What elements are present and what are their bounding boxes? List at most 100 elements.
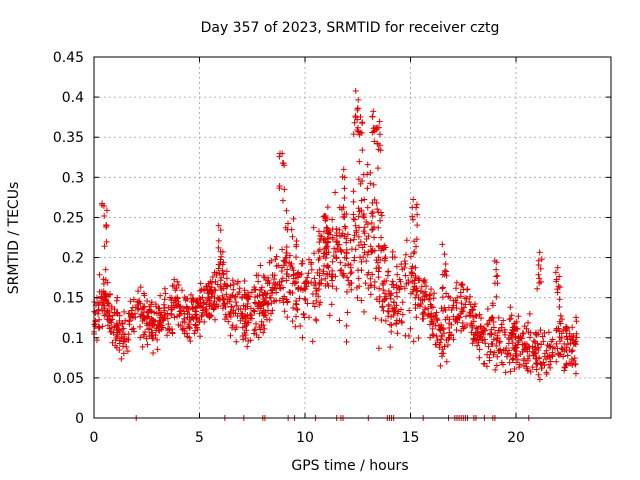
data-point: [298, 260, 305, 267]
data-point: [222, 303, 229, 310]
data-point: [487, 348, 494, 355]
data-point: [430, 295, 437, 302]
data-point: [233, 324, 240, 331]
data-point: [316, 246, 323, 253]
data-point: [343, 235, 350, 242]
data-point: [256, 310, 263, 317]
data-point: [543, 347, 550, 354]
data-point: [320, 268, 327, 275]
data-point: [238, 312, 245, 319]
data-point: [371, 278, 378, 285]
data-point: [421, 296, 428, 303]
y-tick-label: 0.3: [62, 170, 84, 186]
data-point: [358, 258, 365, 265]
data-point: [255, 272, 262, 279]
data-point: [414, 211, 421, 218]
axis-ticks: 0 5 10 15 20 0 0.05 0.1 0.15 0.2 0.25 0.3 0.35 0.4 0.4…: [53, 50, 611, 446]
data-point: [309, 338, 316, 345]
data-point: [216, 270, 223, 277]
data-point: [409, 263, 416, 270]
data-point: [220, 271, 227, 278]
data-point: [280, 160, 287, 167]
data-point: [211, 316, 218, 323]
data-point: [332, 273, 339, 280]
data-point: [292, 278, 299, 285]
data-point: [472, 330, 479, 337]
data-point: [257, 262, 264, 269]
data-point: [315, 293, 322, 300]
data-point: [453, 305, 460, 312]
data-point: [380, 282, 387, 289]
data-point: [329, 236, 336, 243]
data-point: [255, 278, 262, 285]
data-point: [514, 356, 521, 363]
data-point: [289, 318, 296, 325]
data-point: [314, 269, 321, 276]
data-point: [184, 333, 191, 340]
data-point: [426, 292, 433, 299]
data-point: [296, 272, 303, 279]
data-point: [146, 326, 153, 333]
data-point: [207, 313, 214, 320]
data-point: [462, 295, 469, 302]
data-point: [410, 338, 417, 345]
data-point: [325, 264, 332, 271]
data-point: [116, 327, 123, 334]
data-point: [214, 281, 221, 288]
data-point: [281, 186, 288, 193]
data-point: [127, 298, 134, 305]
data-point: [496, 339, 503, 346]
data-point: [373, 257, 380, 264]
data-point: [102, 296, 109, 303]
data-point: [429, 304, 436, 311]
data-point: [154, 346, 161, 353]
data-point: [290, 304, 297, 311]
data-point: [215, 295, 222, 302]
data-point: [357, 180, 364, 187]
data-point: [375, 274, 382, 281]
data-point: [361, 224, 368, 231]
data-point: [573, 334, 580, 341]
data-point: [197, 333, 204, 340]
data-point: [387, 291, 394, 298]
data-point: [242, 313, 249, 320]
data-point: [144, 341, 151, 348]
data-point: [269, 307, 276, 314]
data-point: [145, 309, 152, 316]
data-point: [412, 305, 419, 312]
data-point: [523, 363, 530, 370]
data-point: [512, 334, 519, 341]
data-point: [318, 233, 325, 240]
data-point: [409, 288, 416, 295]
data-point: [320, 237, 327, 244]
data-point: [432, 312, 439, 319]
data-point: [187, 291, 194, 298]
data-point: [513, 318, 520, 325]
data-point: [333, 229, 340, 236]
data-point: [308, 266, 315, 273]
data-point: [215, 244, 222, 251]
data-point: [142, 329, 149, 336]
data-point: [466, 298, 473, 305]
data-point: [168, 295, 175, 302]
data-point: [263, 294, 270, 301]
data-point: [232, 310, 239, 317]
data-point: [184, 311, 191, 318]
data-point: [329, 271, 336, 278]
data-point: [415, 335, 422, 341]
data-point: [243, 292, 250, 299]
data-point: [310, 300, 317, 307]
data-point: [175, 321, 182, 328]
data-point: [530, 337, 537, 344]
data-point: [185, 321, 192, 328]
data-point: [488, 316, 495, 323]
data-point: [573, 318, 580, 325]
data-point: [364, 204, 371, 211]
data-point: [311, 275, 318, 282]
data-point: [191, 330, 198, 337]
data-point: [401, 258, 408, 265]
data-point: [350, 216, 357, 223]
data-point: [359, 120, 366, 127]
data-point: [524, 319, 531, 326]
data-point: [258, 302, 265, 309]
